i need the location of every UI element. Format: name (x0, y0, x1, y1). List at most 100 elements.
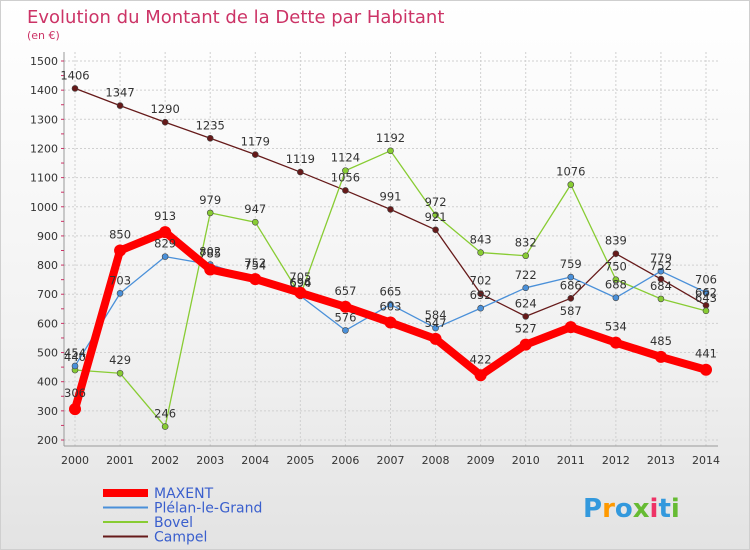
data-point-bovel (522, 252, 530, 260)
data-label: 839 (605, 234, 627, 248)
data-label: 527 (515, 322, 537, 336)
data-point-pl-lan-le-grand (342, 327, 349, 334)
data-point-maxent (609, 336, 622, 349)
data-label: 1192 (376, 131, 405, 145)
data-label: 1235 (196, 118, 225, 132)
data-label: 802 (199, 244, 221, 258)
data-label: 584 (425, 308, 447, 322)
data-point-maxent (159, 226, 172, 239)
data-point-pl-lan-le-grand (161, 253, 169, 260)
x-tick-label: 2004 (241, 454, 269, 467)
data-label: 684 (650, 279, 672, 293)
data-point-maxent (294, 286, 307, 299)
data-point-bovel (206, 209, 214, 217)
data-point-pl-lan-le-grand (657, 267, 665, 275)
x-tick-label: 2003 (196, 454, 224, 467)
data-label: 246 (154, 407, 176, 421)
data-label: 843 (470, 233, 492, 247)
x-tick-label: 2009 (467, 454, 495, 467)
data-label: 440 (64, 350, 86, 364)
chart-subtitle: (en €) (27, 29, 60, 42)
y-tick-label: 300 (37, 405, 58, 418)
data-label: 921 (425, 210, 447, 224)
data-label: 1406 (60, 68, 89, 82)
data-point-campel (567, 295, 575, 302)
y-tick-label: 800 (37, 259, 58, 272)
data-point-maxent (384, 316, 397, 329)
data-point-bovel (251, 218, 259, 226)
data-label: 662 (695, 285, 717, 299)
data-label: 722 (515, 268, 537, 282)
data-point-maxent (564, 321, 577, 334)
data-point-bovel (342, 167, 349, 174)
data-label: 785 (199, 246, 221, 260)
y-tick-label: 500 (37, 347, 58, 360)
data-label: 547 (425, 316, 447, 330)
data-label: 752 (650, 259, 672, 273)
data-point-pl-lan-le-grand (702, 289, 710, 296)
y-tick-label: 1400 (30, 84, 58, 97)
y-tick-label: 900 (37, 230, 58, 243)
chart-axes: 200 300 400 500 600 700 800 900 1000 1100 1200 1300… (30, 52, 720, 467)
data-label: 429 (109, 353, 131, 367)
x-tick-label: 2001 (106, 454, 134, 467)
data-label: 706 (695, 272, 717, 286)
series-layer (69, 85, 712, 430)
data-point-bovel (612, 276, 620, 283)
data-point-maxent (69, 403, 81, 416)
data-point-maxent (204, 263, 217, 276)
data-point-bovel (477, 249, 484, 256)
data-label: 694 (289, 276, 311, 290)
y-tick-label: 1000 (30, 201, 58, 214)
data-label: 652 (470, 288, 492, 302)
data-point-maxent (519, 338, 532, 351)
data-point-maxent (474, 369, 487, 382)
data-point-maxent (249, 273, 262, 286)
data-label: 991 (380, 189, 402, 203)
data-label: 1124 (331, 151, 360, 165)
x-tick-label: 2011 (557, 454, 585, 467)
data-label: 1076 (556, 165, 585, 179)
data-point-maxent (114, 244, 127, 257)
data-label: 979 (199, 193, 221, 207)
data-point-pl-lan-le-grand (522, 284, 530, 292)
data-point-maxent (654, 350, 667, 363)
data-point-maxent (429, 332, 442, 345)
data-label: 603 (380, 300, 402, 314)
data-label: 754 (244, 258, 266, 272)
x-tick-label: 2008 (422, 454, 450, 467)
data-point-bovel (387, 147, 394, 155)
data-point-campel (206, 134, 214, 142)
data-label: 1056 (331, 170, 360, 184)
y-tick-label: 600 (37, 317, 58, 330)
proxiti-logo: Proxiti (583, 494, 680, 524)
data-point-bovel (161, 423, 169, 430)
legend-entry: MAXENT (154, 486, 214, 502)
data-point-campel (297, 168, 304, 176)
legend-entry: Bovel (154, 515, 193, 531)
data-point-campel (251, 151, 259, 158)
x-tick-label: 2012 (602, 454, 630, 467)
y-tick-label: 1100 (30, 172, 58, 185)
data-label: 441 (695, 347, 717, 361)
data-label: 705 (289, 270, 311, 284)
data-label: 832 (515, 236, 537, 250)
data-label: 1119 (286, 152, 315, 166)
data-label: 422 (470, 352, 492, 366)
data-point-campel (116, 102, 124, 109)
data-point-campel (387, 206, 394, 213)
data-point-pl-lan-le-grand (71, 362, 79, 370)
data-point-campel (612, 250, 620, 258)
data-point-bovel (702, 307, 710, 315)
data-label: 913 (154, 209, 176, 223)
data-label: 702 (470, 274, 492, 288)
y-tick-label: 1200 (30, 142, 58, 155)
data-label: 750 (605, 260, 627, 274)
data-label: 829 (154, 237, 176, 251)
data-label: 686 (560, 278, 582, 292)
data-point-campel (71, 85, 79, 92)
data-label: 779 (650, 251, 672, 265)
data-label: 576 (334, 310, 356, 324)
data-label: 624 (515, 296, 537, 310)
